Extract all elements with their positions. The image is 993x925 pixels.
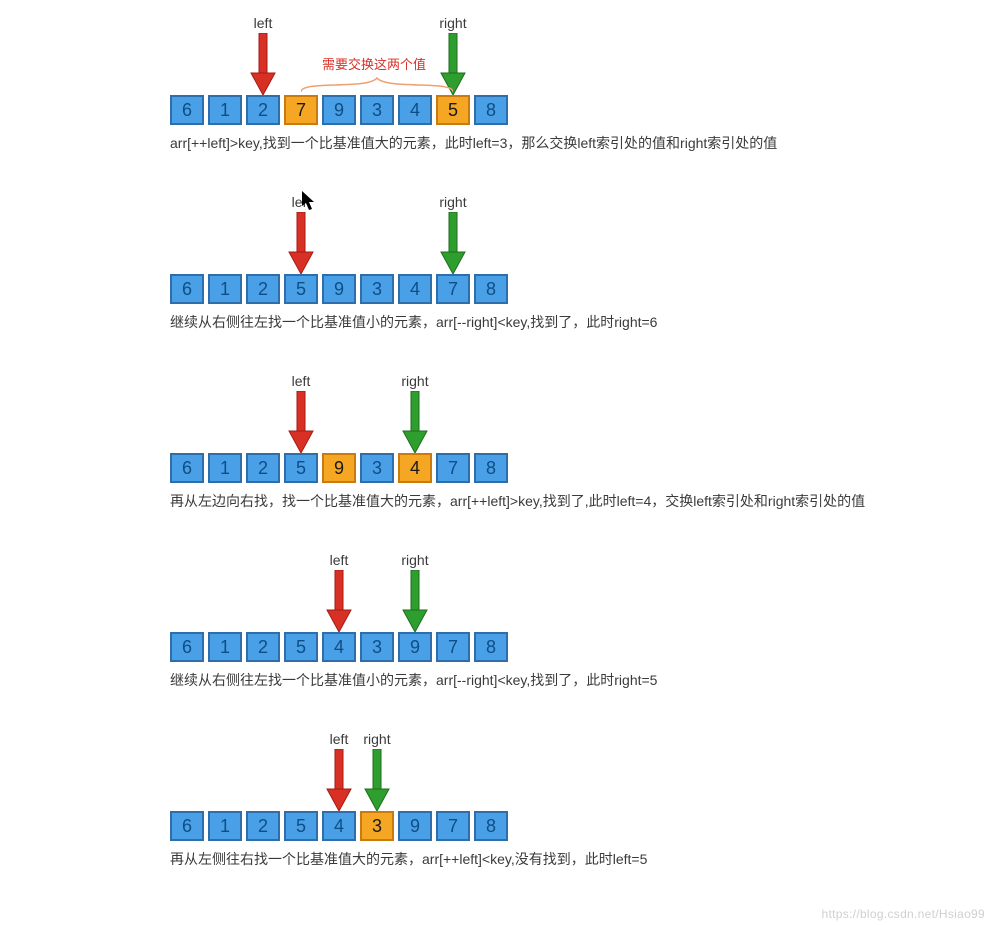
array-row: 612543978	[170, 811, 993, 841]
array-cell: 7	[436, 811, 470, 841]
watermark-text: https://blog.csdn.net/Hsiao99	[822, 907, 985, 921]
array-cell: 7	[436, 274, 470, 304]
array-cell: 3	[360, 453, 394, 483]
pointer-label: left	[284, 373, 318, 389]
array-cell: 6	[170, 95, 204, 125]
pointer-label: right	[398, 373, 432, 389]
left-pointer: left	[322, 552, 356, 632]
array-cell: 4	[398, 95, 432, 125]
stage-caption: 继续从右侧往左找一个比基准值小的元素，arr[--right]<key,找到了，…	[170, 312, 993, 332]
quicksort-diagram: left right 需要交换这两个值 612793458arr[++left]…	[0, 10, 993, 869]
right-pointer: right	[398, 373, 432, 453]
arrow-row: left right 需要交换这两个值	[170, 10, 993, 95]
pointer-label: right	[398, 552, 432, 568]
stage: left right 612593478 继续从右侧往左找一个比基准值小的元素，a…	[0, 189, 993, 332]
array-cell: 8	[474, 632, 508, 662]
pointer-label: left	[322, 552, 356, 568]
array-cell: 8	[474, 811, 508, 841]
array-cell: 3	[360, 274, 394, 304]
array-cell: 2	[246, 632, 280, 662]
array-cell: 3	[360, 95, 394, 125]
arrow-row: left right	[170, 368, 993, 453]
array-cell: 7	[284, 95, 318, 125]
array-cell: 1	[208, 274, 242, 304]
array-row: 612593478	[170, 453, 993, 483]
array-cell: 5	[284, 274, 318, 304]
array-cell: 4	[322, 632, 356, 662]
array-cell: 7	[436, 453, 470, 483]
array-cell: 6	[170, 274, 204, 304]
swap-annotation: 需要交换这两个值	[322, 54, 426, 73]
array-cell: 4	[398, 274, 432, 304]
pointer-label: left	[284, 194, 318, 210]
pointer-label: right	[436, 15, 470, 31]
arrow-row: left right	[170, 189, 993, 274]
array-cell: 4	[398, 453, 432, 483]
array-cell: 3	[360, 632, 394, 662]
pointer-label: right	[436, 194, 470, 210]
stage: left right 612593478 再从左边向右找，找一个比基准值大的元素，…	[0, 368, 993, 511]
right-pointer: right	[398, 552, 432, 632]
stage: left right 612543978 继续从右侧往左找一个比基准值小的元素，a…	[0, 547, 993, 690]
array-cell: 2	[246, 95, 280, 125]
pointer-label: right	[360, 731, 394, 747]
arrow-row: left right	[170, 547, 993, 632]
array-cell: 2	[246, 811, 280, 841]
array-cell: 4	[322, 811, 356, 841]
stage: left right 需要交换这两个值 612793458 arr[++left]…	[0, 10, 993, 153]
array-row: 612593478	[170, 274, 993, 304]
array-cell: 5	[284, 632, 318, 662]
array-cell: 9	[322, 453, 356, 483]
array-cell: 8	[474, 95, 508, 125]
array-cell: 9	[398, 632, 432, 662]
pointer-label: left	[246, 15, 280, 31]
left-pointer: left	[284, 373, 318, 453]
array-cell: 2	[246, 274, 280, 304]
array-cell: 9	[322, 95, 356, 125]
array-cell: 1	[208, 632, 242, 662]
array-cell: 1	[208, 453, 242, 483]
array-cell: 8	[474, 453, 508, 483]
array-cell: 9	[398, 811, 432, 841]
array-cell: 1	[208, 95, 242, 125]
array-cell: 1	[208, 811, 242, 841]
array-cell: 6	[170, 811, 204, 841]
array-cell: 6	[170, 632, 204, 662]
array-row: 612543978	[170, 632, 993, 662]
left-pointer: left	[246, 15, 280, 95]
left-pointer: left	[284, 194, 318, 274]
left-pointer: left	[322, 731, 356, 811]
stage-caption: 再从左边向右找，找一个比基准值大的元素，arr[++left]>key,找到了,…	[170, 491, 993, 511]
arrow-row: left right	[170, 726, 993, 811]
array-cell: 9	[322, 274, 356, 304]
array-cell: 3	[360, 811, 394, 841]
array-cell: 5	[436, 95, 470, 125]
array-cell: 5	[284, 453, 318, 483]
stage: left right 612543978 再从左侧往右找一个比基准值大的元素，ar…	[0, 726, 993, 869]
right-pointer: right	[436, 194, 470, 274]
array-cell: 7	[436, 632, 470, 662]
array-cell: 2	[246, 453, 280, 483]
pointer-label: left	[322, 731, 356, 747]
stage-caption: 继续从右侧往左找一个比基准值小的元素，arr[--right]<key,找到了，…	[170, 670, 993, 690]
array-cell: 8	[474, 274, 508, 304]
stage-caption: arr[++left]>key,找到一个比基准值大的元素，此时left=3，那么…	[170, 133, 993, 153]
array-cell: 5	[284, 811, 318, 841]
array-row: 612793458	[170, 95, 993, 125]
array-cell: 6	[170, 453, 204, 483]
right-pointer: right	[360, 731, 394, 811]
stage-caption: 再从左侧往右找一个比基准值大的元素，arr[++left]<key,没有找到，此…	[170, 849, 993, 869]
